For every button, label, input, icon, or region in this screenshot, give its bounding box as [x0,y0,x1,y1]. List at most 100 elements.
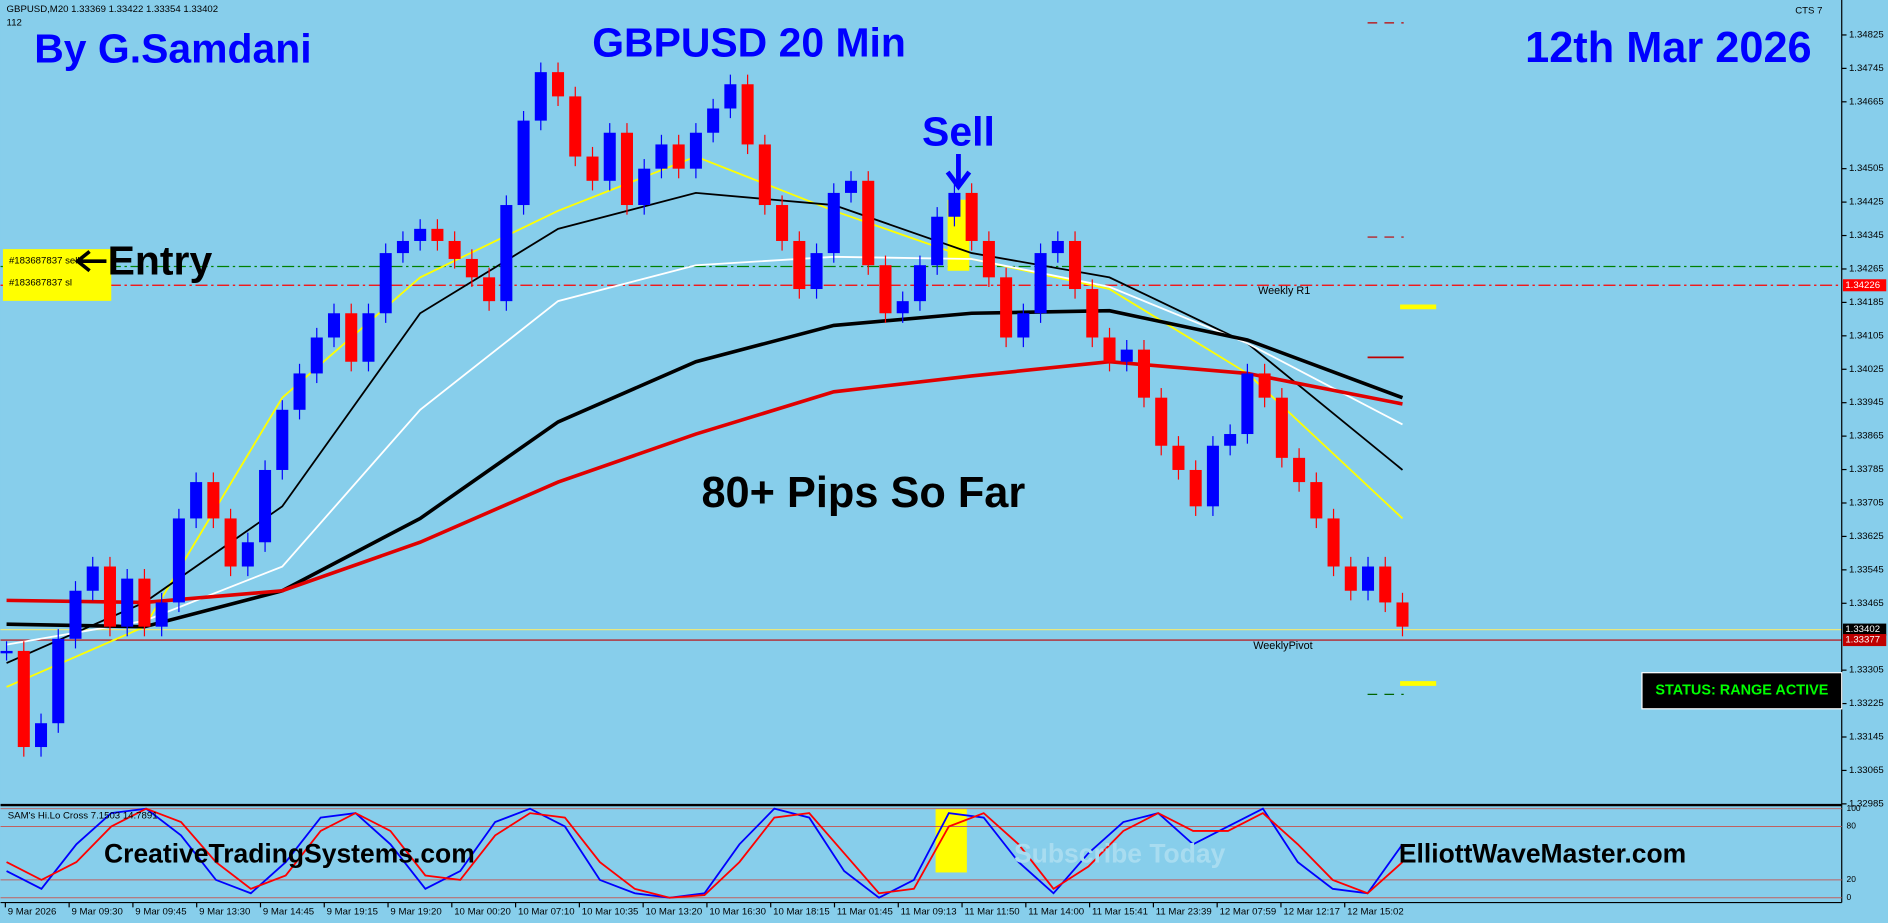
candle [396,240,409,254]
order-label: #183687837 sl [9,277,72,288]
status-box [1641,672,1843,710]
x-tick-label: 9 Mar 19:20 [390,907,441,918]
oscillator-title: SAM's Hi.Lo Cross 7.1503 14.7891 [8,810,158,821]
candle [1379,566,1392,603]
order-label: #183687837 sell [9,256,80,267]
candle [793,240,806,290]
price-tag [1842,623,1887,636]
price-tag-label: 1.33377 [1845,635,1880,646]
y-tick-label: 0 [1847,892,1852,902]
candle [483,277,496,302]
candle [190,482,203,519]
entry-label: Entry [108,237,213,283]
candle [569,96,582,157]
candle [1103,337,1116,362]
candle [500,205,513,302]
candle [448,240,461,259]
title: GBPUSD 20 Min [592,20,906,66]
y-tick-label: 1.34825 [1849,29,1884,40]
candle [724,84,737,109]
candle [259,469,272,543]
candle [810,253,823,290]
candle [362,313,375,362]
candle [52,638,65,724]
x-tick-label: 10 Mar 00:20 [454,907,511,918]
candle [121,578,134,627]
pips-label: 80+ Pips So Far [701,469,1025,517]
marks [0,62,1409,757]
candle [844,180,858,193]
y-tick-label: 20 [1847,874,1857,884]
y-tick-label: 1.33945 [1849,397,1884,408]
candle [1206,445,1219,507]
x-tick-label: 10 Mar 16:30 [709,907,766,918]
y-tick-label: 1.33545 [1849,564,1884,575]
x-tick-label: 11 Mar 15:41 [1092,907,1148,918]
website: ElliottWaveMaster.com [1399,839,1686,869]
candle [586,156,599,181]
candle [655,144,668,169]
candle [1241,373,1254,435]
candle [1051,240,1064,254]
candle [465,258,478,278]
price-tag [1842,634,1887,647]
oscillator-line [6,807,1404,899]
y-tick-label: 1.33625 [1849,531,1884,542]
price-plot: 1.32985 1.33065 1.33145 1.33225 1.33305 1.334… [0,29,1887,918]
candle [276,409,289,470]
entry-box [2,249,112,301]
x-tick-label: 11 Mar 14:00 [1028,907,1084,918]
candle [948,192,961,217]
y-tick-label: 1.33305 [1849,665,1884,676]
candle [1120,349,1133,362]
candle [517,120,530,206]
y-tick-label: 1.34265 [1849,264,1884,275]
x-tick-label: 11 Mar 01:45 [837,907,893,918]
price-tag-label: 1.34226 [1845,280,1880,291]
candle [965,192,978,241]
watermark: Subscribe Today [1014,839,1226,869]
candle [155,602,168,627]
candle [707,108,720,133]
moving-average [6,308,1404,629]
candle [1258,373,1271,398]
x-tick-label: 9 Mar 13:30 [199,907,250,918]
candle [414,228,427,241]
candle [1172,445,1185,470]
x-tick-label: 11 Mar 11:50 [964,907,1019,918]
candle [379,253,392,314]
candle [35,723,48,748]
candle [224,518,237,567]
candle [862,180,875,266]
candle [172,518,185,603]
candle [1362,566,1375,591]
candle [138,578,151,627]
candle [1137,349,1151,398]
candle [1224,434,1237,446]
candle [1034,253,1047,314]
entry-arrow [74,250,107,273]
y-tick-label: 1.33465 [1849,598,1884,609]
x-tick-label: 9 Mar 2026 [8,907,57,918]
candle [1189,469,1202,507]
candle [1396,602,1409,627]
status: STATUS: RANGE ACTIVE [1655,683,1828,699]
x-tick-label: 9 Mar 14:45 [263,907,314,918]
candle [534,72,547,121]
x-tick-label: 12 Mar 07:59 [1220,907,1277,918]
y-tick-label: 1.34745 [1849,63,1884,74]
candle [1293,457,1306,483]
x-tick-label: 9 Mar 09:30 [72,907,123,918]
moving-average [6,255,1403,646]
x-tick-label: 10 Mar 18:15 [773,907,830,918]
candle [0,650,13,654]
date: 12th Mar 2026 [1525,24,1812,72]
y-tick-label: 100 [1847,803,1861,813]
symbol-info: GBPUSD,M20 1.33369 1.33422 1.33354 1.334… [7,4,219,15]
candle [345,313,358,362]
candle [982,240,995,278]
x-tick-label: 12 Mar 12:17 [1283,907,1340,918]
candle [552,72,565,97]
candle [620,132,633,206]
